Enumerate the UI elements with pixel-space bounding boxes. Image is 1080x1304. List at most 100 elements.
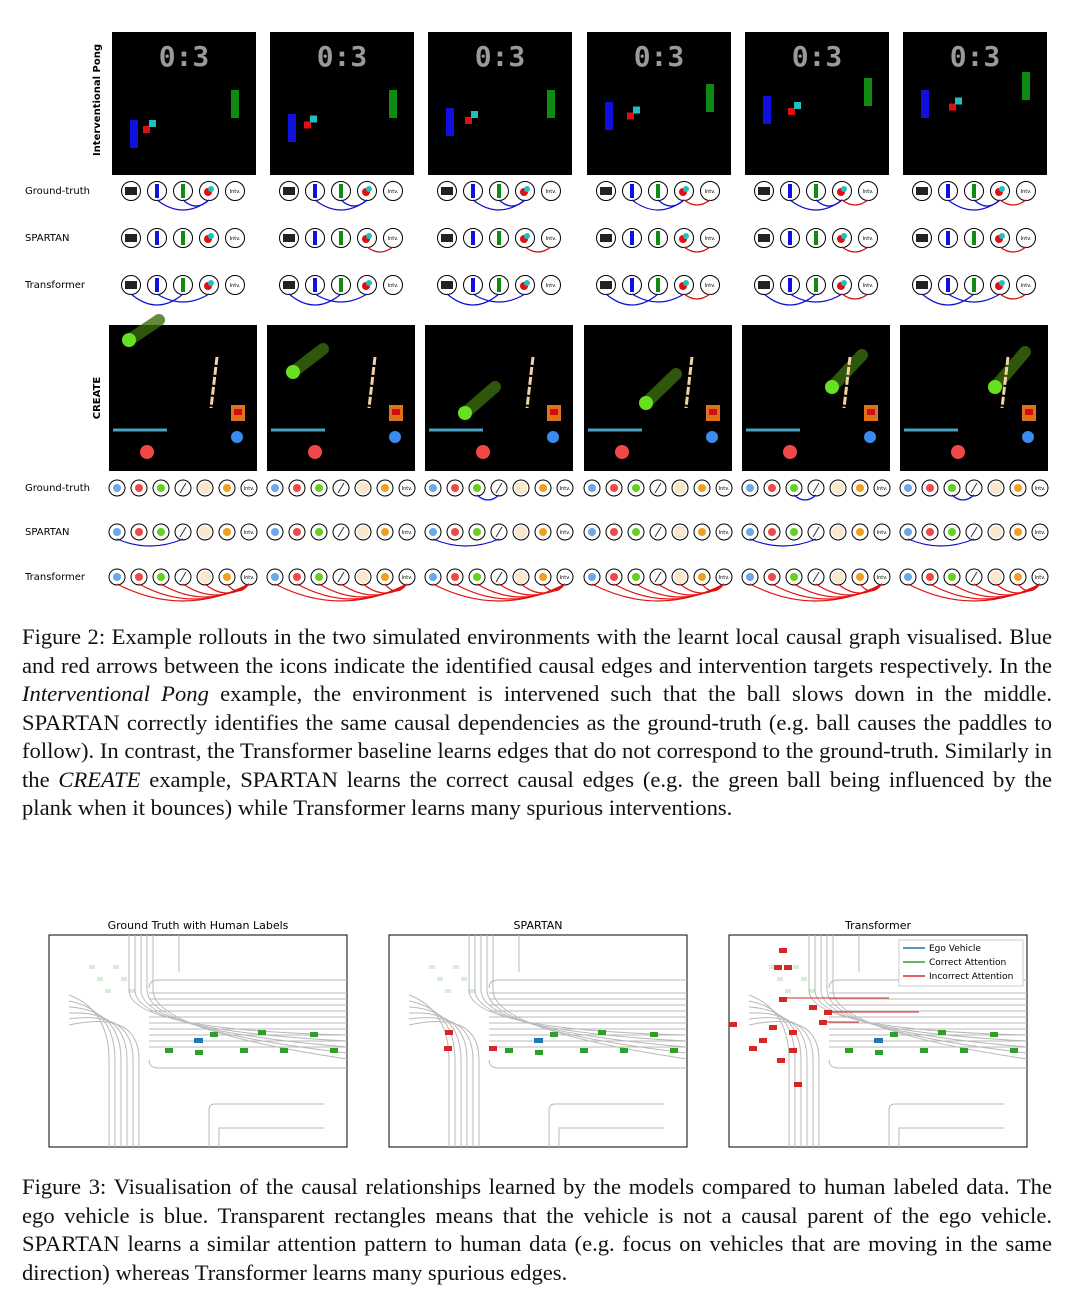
score-icon <box>441 234 453 242</box>
node-icon <box>972 278 976 292</box>
blue-ball <box>389 431 401 443</box>
score-icon <box>758 281 770 289</box>
edge-arrow <box>476 494 500 501</box>
green-ball <box>286 365 300 379</box>
panel-title: Transformer <box>844 919 911 932</box>
faded-vehicle <box>89 965 95 969</box>
node-label: Intv. <box>1035 486 1046 492</box>
ball <box>310 115 317 123</box>
edge-arrow <box>288 293 342 306</box>
node-icon <box>856 528 864 536</box>
faded-vehicle <box>437 977 443 981</box>
edge-arrow <box>841 293 869 300</box>
node-label: Intv. <box>560 486 571 492</box>
node-icon <box>497 184 501 198</box>
node-icon <box>832 482 844 494</box>
node-icon <box>926 528 934 536</box>
plank <box>684 356 694 409</box>
ego-vehicle <box>534 1038 543 1043</box>
vehicle <box>240 1048 248 1053</box>
create-frame <box>425 325 573 471</box>
node-icon <box>293 573 301 581</box>
edge-arrow <box>498 199 526 207</box>
edge-arrow <box>446 293 500 306</box>
ball <box>788 108 795 115</box>
ego-vehicle <box>194 1038 203 1043</box>
node-icon <box>497 278 501 292</box>
paddle <box>130 120 138 148</box>
ego-vehicle <box>874 1038 883 1043</box>
faded-vehicle <box>793 965 799 969</box>
vehicle <box>195 1050 203 1055</box>
vehicle <box>749 1046 757 1051</box>
node-label: Intv. <box>244 530 255 536</box>
blue-ball <box>864 431 876 443</box>
node-icon <box>904 528 912 536</box>
create-frame <box>109 325 257 471</box>
node-icon <box>790 484 798 492</box>
node-label: Intv. <box>863 236 874 242</box>
node-icon <box>471 231 475 245</box>
vehicle <box>990 1032 998 1037</box>
paddle <box>706 84 714 112</box>
ball <box>627 112 634 120</box>
edge-arrow <box>631 293 685 303</box>
node-label: Intv. <box>877 530 888 536</box>
node-label: Intv. <box>402 575 413 581</box>
node <box>1031 479 1049 497</box>
vehicle <box>845 1048 853 1053</box>
lane <box>492 935 688 1060</box>
node-icon <box>181 278 185 292</box>
node-icon <box>381 528 389 536</box>
robot <box>392 409 400 415</box>
node-icon <box>357 526 369 538</box>
node-icon <box>381 484 389 492</box>
node <box>240 523 258 541</box>
robot <box>550 409 558 415</box>
node-icon <box>970 482 978 494</box>
pong-score: 0:3 <box>634 40 685 73</box>
edge-arrow <box>204 583 250 594</box>
vehicle <box>779 948 787 953</box>
node-icon <box>812 482 820 494</box>
node-icon <box>698 528 706 536</box>
vehicle <box>670 1048 678 1053</box>
node-icon <box>990 526 1002 538</box>
ball <box>149 120 156 127</box>
node-label: Intv. <box>244 575 255 581</box>
edge-arrow <box>520 583 566 594</box>
node-icon <box>630 231 634 245</box>
score-icon <box>916 187 928 195</box>
node-icon <box>157 528 165 536</box>
vehicle <box>330 1048 338 1053</box>
node-icon <box>179 482 187 494</box>
vehicle <box>777 1058 785 1063</box>
node-icon <box>337 526 345 538</box>
node-icon <box>654 526 662 538</box>
paddle <box>763 96 771 124</box>
robot <box>867 409 875 415</box>
vehicle <box>890 1032 898 1037</box>
node-icon <box>999 280 1005 286</box>
node-icon <box>683 186 689 192</box>
edge-arrow <box>498 583 566 596</box>
node <box>398 568 416 586</box>
node-label: Intv. <box>1035 575 1046 581</box>
node-icon <box>946 184 950 198</box>
pong-score: 0:3 <box>475 40 526 73</box>
node-label: Intv. <box>1021 236 1032 242</box>
node-icon <box>1014 528 1022 536</box>
lane <box>68 994 110 1147</box>
node-icon <box>632 573 640 581</box>
edge-arrow <box>841 199 869 206</box>
node-label: Intv. <box>388 189 399 195</box>
vehicle <box>789 1048 797 1053</box>
node-icon <box>698 573 706 581</box>
node-icon <box>471 184 475 198</box>
node-icon <box>654 482 662 494</box>
pong-score: 0:3 <box>159 40 210 73</box>
parking <box>208 1103 324 1147</box>
node <box>873 479 891 497</box>
node-icon <box>339 231 343 245</box>
node-icon <box>495 571 503 583</box>
